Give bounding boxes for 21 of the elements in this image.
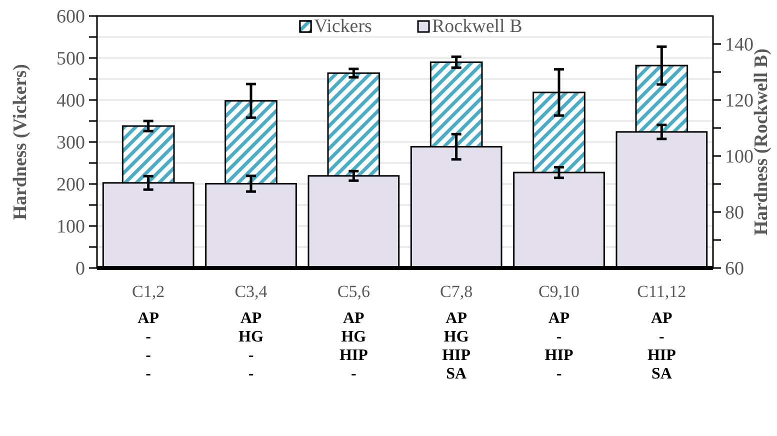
- x-tick-label: C1,2 AP - - -: [132, 282, 165, 382]
- y-tick-label: 200: [56, 174, 85, 196]
- y-axis-title: Hardness (Vickers): [10, 64, 31, 220]
- y-tick-label: 0: [76, 258, 85, 280]
- x-tick-label: C5,6 AP HG HIP -: [337, 282, 370, 382]
- y2-tick-label: 60: [725, 258, 744, 280]
- y-tick-label: 400: [56, 90, 85, 112]
- x-tick-label: C9,10 AP - HIP -: [538, 282, 580, 382]
- y2-tick-label: 120: [725, 90, 754, 112]
- y2-tick-label: 80: [725, 202, 744, 224]
- y2-tick-label: 140: [725, 34, 754, 56]
- x-tick-label: C3,4 AP HG - -: [234, 282, 268, 382]
- x-tick-label: C11,12 AP - HIP SA: [637, 282, 686, 382]
- legend-label: Vickers: [314, 16, 372, 37]
- y-tick-label: 300: [56, 132, 85, 154]
- legend-label: Rockwell B: [432, 16, 522, 37]
- x-tick-label: C7,8 AP HG HIP SA: [440, 282, 473, 382]
- y2-tick-label: 100: [725, 146, 754, 168]
- y-tick-label: 600: [56, 6, 85, 28]
- y-tick-label: 500: [56, 48, 85, 70]
- y-tick-label: 100: [56, 216, 85, 238]
